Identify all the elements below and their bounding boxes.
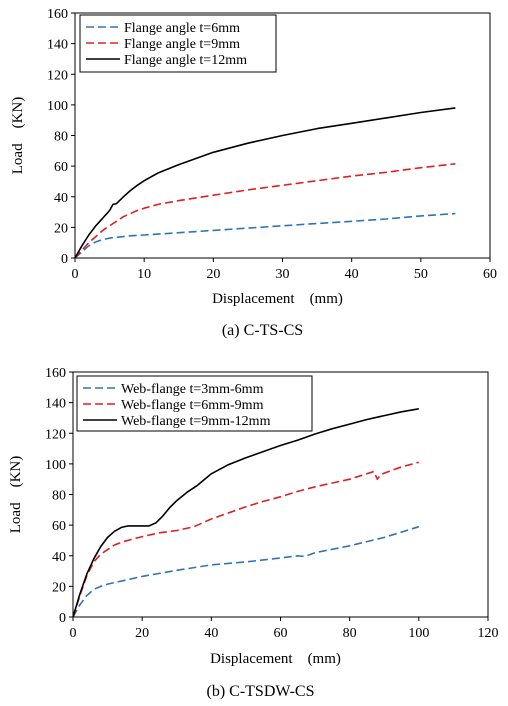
x-tick-label: 40	[345, 267, 359, 282]
legend-box	[76, 375, 313, 432]
x-tick-label: 100	[408, 626, 429, 641]
legend-label: Web-flange t=9mm-12mm	[121, 414, 271, 429]
y-tick-label: 80	[52, 489, 66, 504]
y-tick-label: 160	[47, 7, 68, 22]
y-tick-label: 40	[54, 191, 68, 206]
series-line-1	[72, 461, 420, 618]
y-axis-label: Load (KN)	[8, 456, 24, 533]
x-tick-label: 120	[478, 626, 499, 641]
x-tick-label: 60	[274, 626, 288, 641]
x-tick-label: 10	[137, 267, 151, 282]
x-tick-label: 40	[204, 626, 218, 641]
legend-label: Flange angle t=12mm	[124, 53, 247, 68]
y-tick-label: 60	[52, 519, 66, 534]
y-tick-label: 120	[45, 427, 66, 442]
y-tick-label: 80	[54, 130, 68, 145]
series-line-1	[74, 163, 456, 259]
y-axis-label: Load (KN)	[10, 97, 26, 174]
x-tick-label: 50	[414, 267, 428, 282]
series-line-2	[72, 408, 419, 618]
chart-caption: (b) C-TSDW-CS	[207, 683, 315, 700]
y-tick-label: 60	[54, 160, 68, 175]
legend-label: Web-flange t=6mm-9mm	[121, 398, 264, 413]
y-tick-label: 0	[61, 252, 68, 267]
x-tick-label: 80	[343, 626, 357, 641]
y-tick-label: 20	[54, 221, 68, 236]
y-tick-label: 100	[45, 458, 66, 473]
y-tick-label: 40	[52, 550, 66, 565]
series-line-2	[74, 107, 456, 259]
y-tick-label: 100	[47, 99, 68, 114]
legend-label: Flange angle t=9mm	[124, 37, 240, 52]
legend-label: Flange angle t=6mm	[124, 21, 240, 36]
x-axis-label: Displacement (mm)	[210, 651, 341, 667]
x-axis-label: Displacement (mm)	[212, 291, 343, 307]
y-tick-label: 140	[47, 38, 68, 53]
x-tick-label: 60	[483, 267, 497, 282]
x-tick-label: 20	[135, 626, 149, 641]
y-tick-label: 0	[59, 611, 66, 626]
y-tick-label: 20	[52, 580, 66, 595]
x-tick-label: 0	[72, 267, 79, 282]
x-tick-label: 20	[206, 267, 220, 282]
y-tick-label: 160	[45, 366, 66, 381]
legend-label: Web-flange t=3mm-6mm	[121, 382, 264, 397]
x-tick-label: 30	[276, 267, 290, 282]
y-tick-label: 140	[45, 397, 66, 412]
x-tick-label: 0	[70, 626, 77, 641]
y-tick-label: 120	[47, 68, 68, 83]
chart-caption: (a) C-TS-CS	[222, 322, 303, 339]
series-line-0	[74, 212, 456, 259]
series-line-0	[72, 525, 420, 618]
